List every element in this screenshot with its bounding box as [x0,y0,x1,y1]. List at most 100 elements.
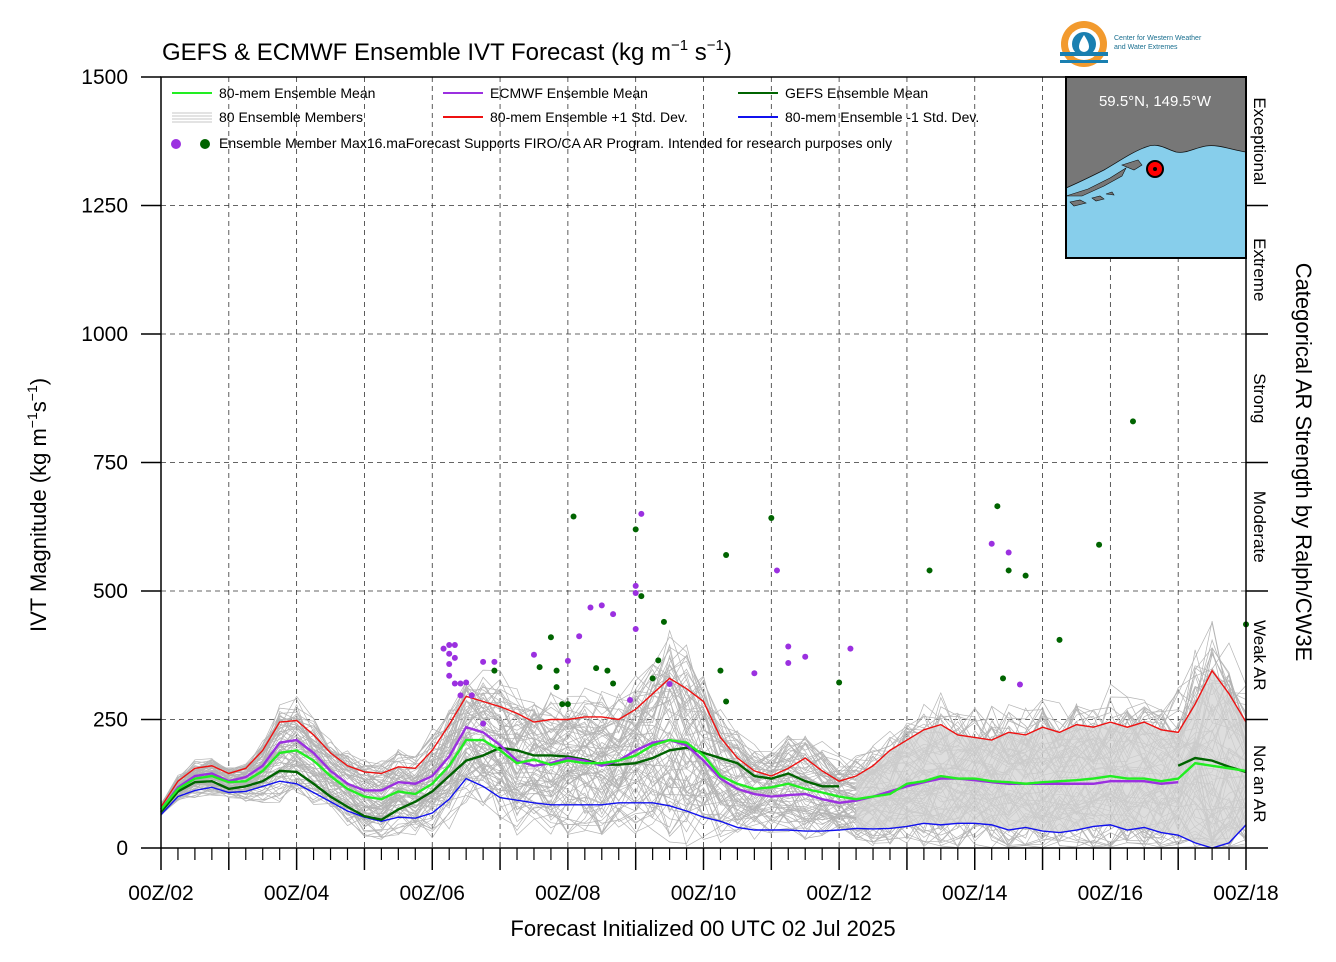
inset-location: 59.5°N, 149.5°W [1099,93,1212,110]
ecmwf-max-point [632,582,639,589]
ensemble-member-line [160,651,1247,808]
ecmwf-max-point [530,651,537,658]
ecmwf-max-point [802,653,809,660]
gefs-max-point [1005,567,1012,574]
y-tick-label: 1500 [81,66,128,89]
ecmwf-max-point [847,645,854,652]
category-label: Moderate [1250,491,1269,563]
category-label: Not an AR [1250,745,1269,823]
x-tick-label: 00Z/10 [671,882,736,905]
extended-shading [856,670,1246,848]
ecmwf-max-point [451,680,458,687]
chart-title: GEFS & ECMWF Ensemble IVT Forecast (kg m… [162,37,732,66]
category-axis: Not an AR Weak AR Moderate Strong Extreme Exc… [1246,97,1269,849]
x-tick-label: 00Z/04 [264,882,330,905]
category-label: Extreme [1250,238,1269,301]
y-axis-label: IVT Magnitude (kg m−1s−1) [24,378,51,632]
ecmwf-max-point [785,643,792,650]
plus1-std-line [160,669,1247,808]
legend-gefs: GEFS Ensemble Mean [785,85,928,101]
legend-dot-gefs [200,139,210,149]
gefs-max-point [553,684,560,691]
y-tick-label: 1250 [81,195,128,218]
series-lines [160,669,1247,849]
gefs-max-point [1056,636,1063,643]
gefs-max-point [926,567,933,574]
ecmwf-max-point [1005,549,1012,556]
x-tick-label: 00Z/08 [535,882,600,905]
ensemble-member-line [160,778,1247,848]
gefs-max-point [536,664,543,671]
legend-ecmwf: ECMWF Ensemble Mean [490,85,648,101]
ecmwf-max-point [468,692,475,699]
ecmwf-max-point [451,654,458,661]
gefs-max-point [547,634,554,641]
gefs-mean-line [160,746,840,822]
ecmwf-max-point [773,567,780,574]
x-tick-label: 00Z/02 [128,882,193,905]
category-label: Strong [1250,373,1269,423]
y-tick-label: 250 [93,709,128,732]
ecmwf-max-point [457,692,464,699]
gefs-max-point [559,701,566,708]
gefs-max-point [570,513,577,520]
gefs-max-point [1000,675,1007,682]
right-category-label: Categorical AR Strength by Ralph/CW3E [1291,263,1316,662]
ecmwf-max-point [587,604,594,611]
ecmwf-max-point [480,658,487,665]
gefs-max-point [836,679,843,686]
ecmwf-max-point [632,590,639,597]
y-tick-label: 1000 [81,323,128,346]
x-tick-label: 00Z/14 [942,882,1008,905]
gefs-max-point [1129,418,1136,425]
gefs-max-point [1022,572,1029,579]
y-tick-label: 750 [93,452,128,475]
x-tick-label: 00Z/16 [1078,882,1143,905]
gefs-max-point [723,698,730,705]
legend-dot-ecmwf [171,139,181,149]
ecmwf-max-point [598,602,605,609]
x-axis-label: Forecast Initialized 00 UTC 02 Jul 2025 [510,916,895,941]
ecmwf-max-point [446,650,453,657]
gefs-max-point [632,526,639,533]
gefs-max-point [768,515,775,522]
spread-shading [856,670,1246,848]
ensemble-member-line [160,679,1247,807]
gefs-max-point [593,665,600,672]
mean80-line [160,738,1247,811]
gefs-max-point [491,667,498,674]
y-axis: 0 250 500 750 1000 1250 1500 [81,66,161,860]
minus1-std-line [160,777,1247,849]
legend-max: Ensemble Member Max16.maForecast Support… [219,135,892,151]
ecmwf-max-point [751,670,758,677]
gefs-max-point [638,593,645,600]
ecmwf-max-point [576,633,583,640]
logo-line2: and Water Extremes [1114,44,1178,51]
gefs-max-point [655,657,662,664]
legend-swatch-members [172,112,212,123]
ecmwf-max-point [988,540,995,547]
ecmwf-max-point [480,720,487,727]
category-label: Weak AR [1250,620,1269,691]
ecmwf-max-point [610,611,617,618]
ensemble-member-line [160,622,1247,804]
ecmwf-max-point [446,641,453,648]
x-tick-label: 00Z/18 [1213,882,1278,905]
cw3e-logo: Center for Western Weather and Water Ext… [1060,21,1202,67]
ensemble-member-line [160,774,1247,848]
y-tick-label: 0 [116,837,128,860]
ecmwf-max-point [446,672,453,679]
y-tick-label: 500 [93,580,128,603]
legend-members: 80 Ensemble Members [219,109,363,125]
gefs-max-point [660,618,667,625]
ecmwf-max-point [457,680,464,687]
ecmwf-max-point [564,657,571,664]
ecmwf-max-point [632,626,639,633]
ecmwf-max-point [1016,681,1023,688]
max-points [440,418,1249,727]
ecmwf-max-point [491,658,498,665]
gefs-max-point [553,667,560,674]
ecmwf-max-point [666,681,673,688]
x-axis: 00Z/02 00Z/04 00Z/06 00Z/08 00Z/10 00Z/12 00Z/… [128,848,1279,905]
